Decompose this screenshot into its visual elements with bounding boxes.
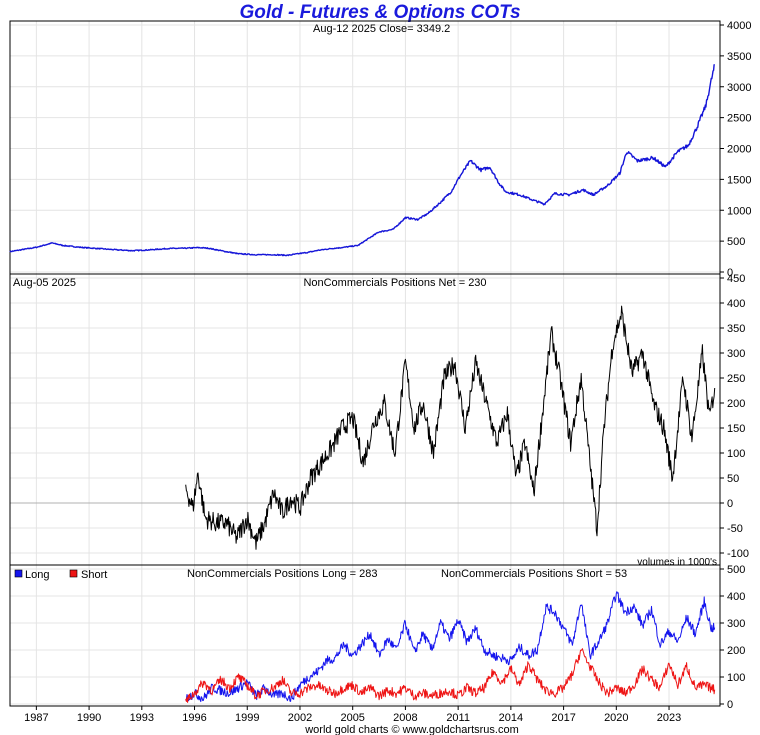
y-tick-label: -50 — [727, 523, 743, 535]
y-tick-label: 0 — [727, 498, 733, 510]
x-tick-label: 2023 — [657, 712, 681, 724]
y-tick-label: 4000 — [727, 20, 751, 32]
price-series-line — [9, 64, 716, 257]
y-tick-label: 500 — [727, 236, 745, 248]
legend-short-label: Short — [81, 569, 107, 581]
x-tick-label: 2017 — [551, 712, 575, 724]
price-header: Aug-12 2025 Close= 3349.2 — [313, 23, 450, 35]
y-tick-label: 400 — [727, 591, 745, 603]
y-tick-label: 50 — [727, 473, 739, 485]
y-tick-label: 100 — [727, 448, 745, 460]
y-tick-label: 0 — [727, 699, 733, 711]
panel-frames — [9, 20, 721, 707]
legend-long-label: Long — [25, 569, 49, 581]
legend-short-swatch — [69, 569, 78, 578]
y-tick-label: 250 — [727, 373, 745, 385]
y-tick-label: -100 — [727, 548, 749, 560]
grid-layer — [10, 21, 720, 706]
y-tick-label: 1000 — [727, 205, 751, 217]
long-series-line — [185, 591, 716, 703]
short-header: NonCommercials Positions Short = 53 — [441, 568, 627, 580]
x-tick-label: 2014 — [499, 712, 523, 724]
chart-title: Gold - Futures & Options COTs — [239, 2, 521, 23]
y-tick-label: 400 — [727, 298, 745, 310]
y-tick-label: 1500 — [727, 174, 751, 186]
y-tick-label: 200 — [727, 645, 745, 657]
y-tick-label: 450 — [727, 273, 745, 285]
net-date-label: Aug-05 2025 — [13, 277, 76, 289]
y-tick-label: 200 — [727, 398, 745, 410]
x-tick-label: 1990 — [77, 712, 101, 724]
x-tick-label: 2005 — [340, 712, 364, 724]
panel-frame — [9, 273, 721, 566]
panel-frame — [9, 20, 721, 275]
x-tick-label: 1993 — [130, 712, 154, 724]
net-series-line — [185, 305, 716, 550]
volumes-note: volumes in 1000's — [637, 557, 717, 568]
long-header: NonCommercials Positions Long = 283 — [187, 568, 377, 580]
x-tick-label: 2008 — [393, 712, 417, 724]
y-tick-label: 150 — [727, 423, 745, 435]
ticks-layer: 05001000150020002500300035004000-100-500… — [24, 20, 751, 724]
y-tick-label: 100 — [727, 672, 745, 684]
panel-frame — [9, 564, 721, 707]
short-series-line — [185, 648, 716, 703]
y-tick-label: 2500 — [727, 113, 751, 125]
x-tick-label: 2002 — [288, 712, 312, 724]
x-tick-label: 1987 — [24, 712, 48, 724]
x-tick-label: 2020 — [604, 712, 628, 724]
series-layer — [9, 64, 716, 703]
y-tick-label: 3000 — [727, 82, 751, 94]
y-tick-label: 300 — [727, 348, 745, 360]
y-tick-label: 2000 — [727, 144, 751, 156]
footer-credit: world gold charts © www.goldchartsrus.co… — [304, 724, 519, 735]
net-header: NonCommercials Positions Net = 230 — [303, 277, 486, 289]
y-tick-label: 500 — [727, 564, 745, 576]
legend-long-swatch — [14, 569, 23, 578]
x-tick-label: 1999 — [235, 712, 259, 724]
y-tick-label: 300 — [727, 618, 745, 630]
y-tick-label: 350 — [727, 323, 745, 335]
x-tick-label: 2011 — [446, 712, 470, 724]
y-tick-label: 3500 — [727, 51, 751, 63]
x-tick-label: 1996 — [182, 712, 206, 724]
y-tick-label: 0 — [727, 267, 733, 279]
